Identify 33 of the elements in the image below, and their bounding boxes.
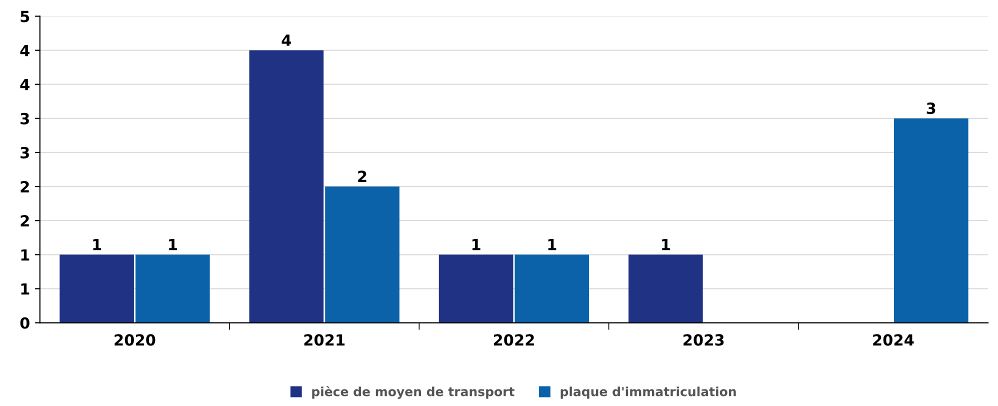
- y-tick-label: 3: [20, 146, 29, 158]
- data-label: 1: [548, 238, 556, 250]
- y-tick-label: 2: [20, 215, 29, 226]
- bar: [325, 186, 400, 323]
- x-tick-label: 2021: [304, 334, 345, 346]
- y-tick-label: 4: [20, 44, 30, 56]
- x-tick-label: 2020: [114, 334, 156, 346]
- x-tick-label: 2023: [684, 334, 724, 346]
- y-tick-label: 2: [20, 181, 29, 192]
- data-label: 4: [282, 34, 292, 46]
- y-tick-label: 3: [20, 112, 29, 124]
- data-label: 1: [662, 238, 670, 250]
- bar: [438, 254, 514, 323]
- y-tick-label: 5: [20, 10, 30, 22]
- bar: [894, 118, 968, 323]
- x-tick-label: 2022: [494, 334, 534, 346]
- legend-label: plaque d'immatriculation: [560, 386, 736, 399]
- data-label: 1: [93, 238, 102, 250]
- data-label: 3: [926, 102, 936, 114]
- bar: [249, 50, 324, 323]
- y-tick-label: 4: [20, 79, 30, 90]
- y-tick-label: 0: [20, 317, 30, 329]
- x-tick-label: 2024: [873, 334, 914, 346]
- y-tick-label: 1: [21, 249, 30, 260]
- bar: [514, 254, 590, 323]
- legend-label: pièce de moyen de transport: [312, 386, 514, 399]
- bar: [628, 254, 703, 323]
- bar: [60, 254, 134, 323]
- data-label: 1: [472, 238, 480, 250]
- data-label: 1: [169, 238, 177, 250]
- data-label: 2: [358, 170, 366, 182]
- bar: [135, 254, 210, 323]
- y-tick-label: 1: [21, 283, 30, 295]
